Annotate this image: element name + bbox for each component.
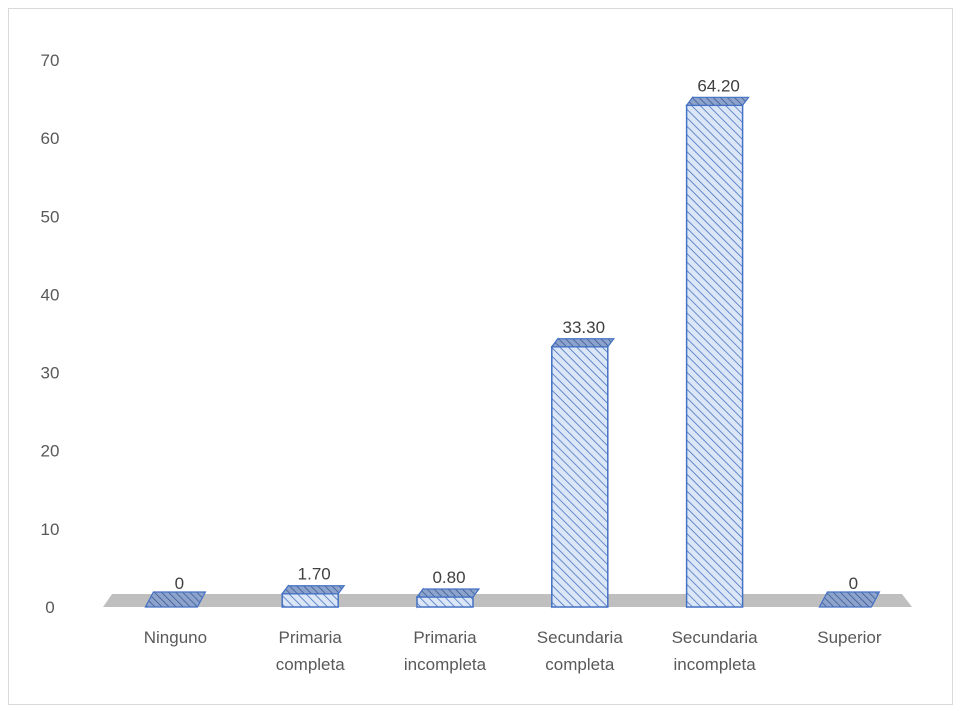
data-label: 0	[175, 574, 184, 593]
bar-flat	[818, 591, 881, 608]
chart-frame	[8, 8, 953, 705]
category-label-line: completa	[545, 655, 615, 674]
floor-band	[103, 594, 912, 607]
bar-top	[685, 96, 750, 106]
category-label-line: incompleta	[404, 655, 487, 674]
category-label: Primaria incompleta	[404, 628, 487, 674]
bar	[818, 591, 881, 608]
y-axis: 0 10 20 30 40 50 60 70	[41, 51, 60, 617]
category-label-line: Ninguno	[144, 628, 207, 647]
y-tick-label: 10	[41, 520, 60, 539]
chart-floor	[103, 594, 912, 607]
y-tick-label: 50	[41, 207, 60, 226]
data-label: 64.20	[697, 76, 740, 95]
data-label: 0.80	[432, 568, 465, 587]
category-label: Superior	[817, 628, 882, 647]
category-label: Secundaria completa	[537, 628, 624, 674]
bar-top	[550, 338, 615, 348]
category-label-line: completa	[276, 655, 346, 674]
bar	[144, 591, 207, 608]
bar-top	[415, 588, 481, 598]
x-axis: Ninguno Primaria completa Primaria incomplet…	[144, 628, 882, 674]
y-tick-label: 40	[41, 285, 60, 304]
category-label-line: incompleta	[673, 655, 756, 674]
category-label: Ninguno	[144, 628, 207, 647]
y-tick-label: 60	[41, 129, 60, 148]
data-label: 0	[849, 574, 858, 593]
category-label-line: Secundaria	[672, 628, 759, 647]
data-labels: 0 1.70 0.80 33.30 64.20 0	[175, 76, 858, 593]
data-label: 33.30	[563, 318, 606, 337]
category-label-line: Primaria	[413, 628, 477, 647]
y-tick-label: 70	[41, 51, 60, 70]
bar-front	[416, 596, 474, 608]
bar	[685, 95, 750, 609]
bar	[281, 584, 346, 609]
bars	[144, 95, 881, 609]
category-label-line: Superior	[817, 628, 882, 647]
bar-front	[685, 104, 744, 608]
bar-top	[281, 585, 346, 595]
data-label: 1.70	[298, 565, 331, 584]
bar-front	[281, 592, 339, 608]
category-label: Primaria completa	[276, 628, 346, 674]
y-tick-label: 0	[45, 598, 54, 617]
bar-flat	[144, 591, 207, 608]
bar-front	[551, 346, 609, 608]
y-tick-label: 20	[41, 442, 60, 461]
bar	[550, 337, 615, 609]
y-tick-label: 30	[41, 364, 60, 383]
category-label: Secundaria incompleta	[672, 628, 759, 674]
category-label-line: Primaria	[279, 628, 343, 647]
bar	[415, 587, 481, 609]
category-label-line: Secundaria	[537, 628, 624, 647]
